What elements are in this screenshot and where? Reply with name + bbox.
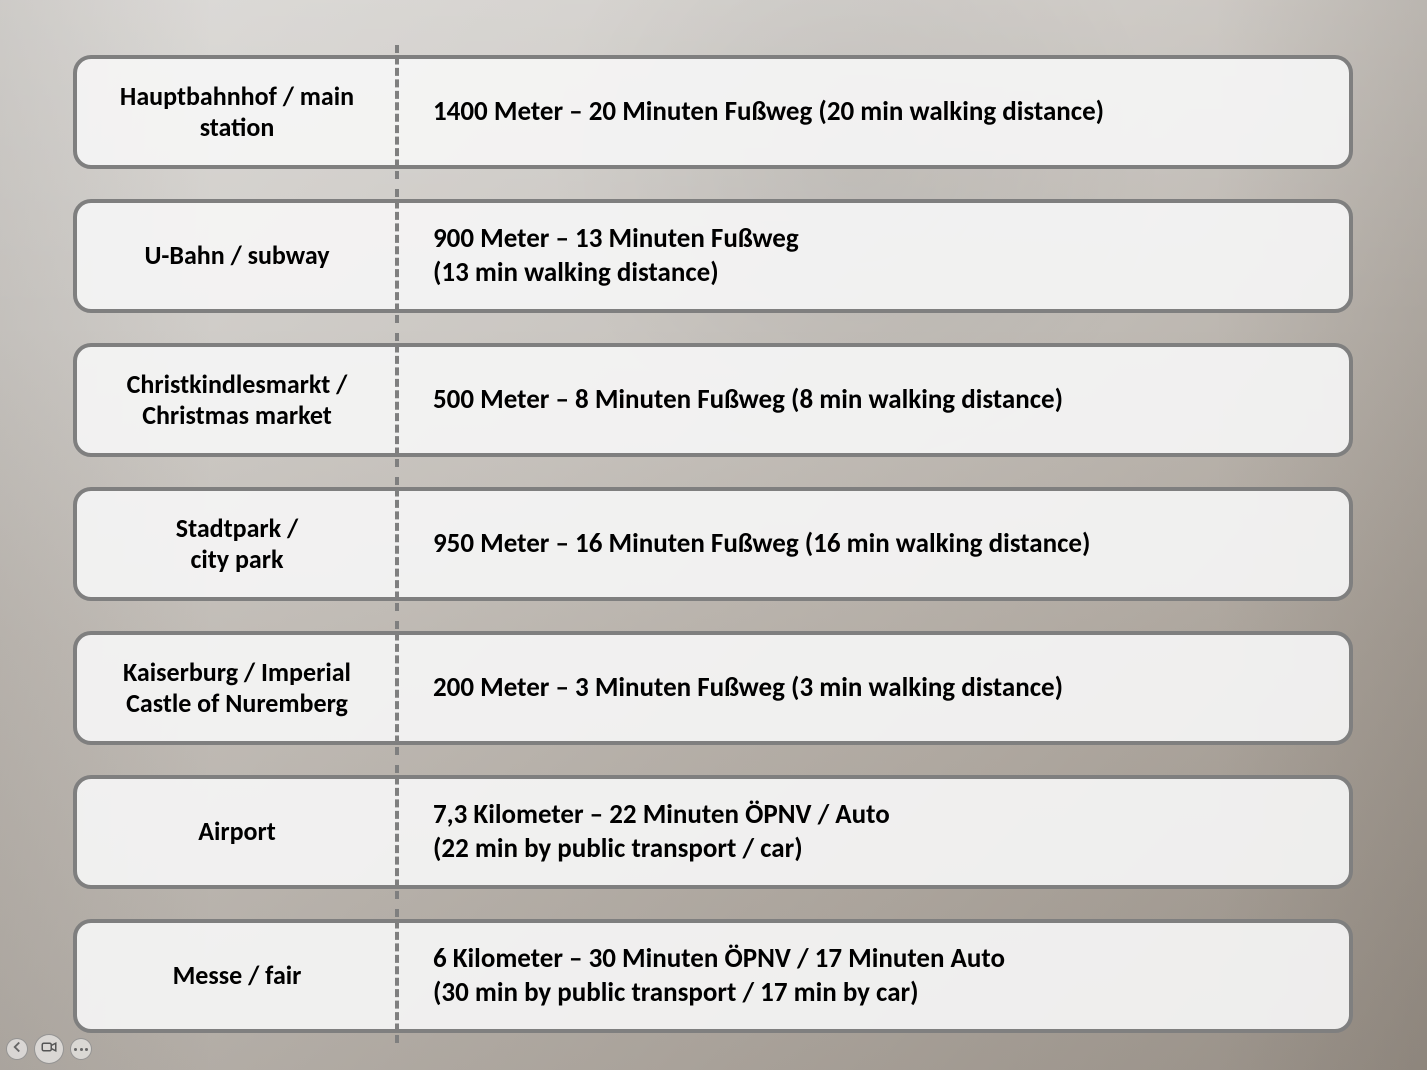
distance-cell: 7,3 Kilometer – 22 Minuten ÖPNV / Auto(2… [397,779,1349,885]
distance-cell: 900 Meter – 13 Minuten Fußweg(13 min wal… [397,203,1349,309]
table-row: Hauptbahnhof / main station 1400 Meter –… [73,55,1353,169]
distance-label: 200 Meter – 3 Minuten Fußweg (3 min walk… [433,671,1063,705]
location-label: Hauptbahnhof / main station [91,81,383,143]
location-cell: Stadtpark /city park [77,491,397,597]
chevron-left-icon [8,1038,26,1061]
distance-cell: 500 Meter – 8 Minuten Fußweg (8 min walk… [397,347,1349,453]
location-cell: Christkindlesmarkt / Christmas market [77,347,397,453]
distance-cell: 1400 Meter – 20 Minuten Fußweg (20 min w… [397,59,1349,165]
distance-table: Hauptbahnhof / main station 1400 Meter –… [73,55,1353,1033]
distance-label: 950 Meter – 16 Minuten Fußweg (16 min wa… [433,527,1090,561]
table-row: Kaiserburg / Imperial Castle of Nurember… [73,631,1353,745]
location-cell: Kaiserburg / Imperial Castle of Nurember… [77,635,397,741]
distance-cell: 950 Meter – 16 Minuten Fußweg (16 min wa… [397,491,1349,597]
location-label: Stadtpark /city park [176,513,298,575]
video-button[interactable] [34,1034,64,1064]
distance-label: 900 Meter – 13 Minuten Fußweg(13 min wal… [433,222,799,290]
more-horizontal-icon [74,1048,88,1051]
prev-button[interactable] [6,1038,28,1060]
viewer-controls [6,1034,92,1064]
table-row: Christkindlesmarkt / Christmas market 50… [73,343,1353,457]
location-cell: Messe / fair [77,923,397,1029]
location-label: Airport [198,816,276,847]
distance-label: 6 Kilometer – 30 Minuten ÖPNV / 17 Minut… [433,942,1005,1010]
location-label: Messe / fair [173,960,302,991]
table-row: Messe / fair 6 Kilometer – 30 Minuten ÖP… [73,919,1353,1033]
location-cell: Airport [77,779,397,885]
location-label: Christkindlesmarkt / Christmas market [91,369,383,431]
table-row: U-Bahn / subway 900 Meter – 13 Minuten F… [73,199,1353,313]
location-cell: U-Bahn / subway [77,203,397,309]
distance-label: 1400 Meter – 20 Minuten Fußweg (20 min w… [433,95,1104,129]
table-row: Stadtpark /city park 950 Meter – 16 Minu… [73,487,1353,601]
table-row: Airport 7,3 Kilometer – 22 Minuten ÖPNV … [73,775,1353,889]
more-button[interactable] [70,1038,92,1060]
distance-label: 500 Meter – 8 Minuten Fußweg (8 min walk… [433,383,1063,417]
video-camera-icon [40,1038,58,1061]
distance-cell: 200 Meter – 3 Minuten Fußweg (3 min walk… [397,635,1349,741]
location-label: U-Bahn / subway [144,240,329,271]
location-label: Kaiserburg / Imperial Castle of Nurember… [91,657,383,719]
location-cell: Hauptbahnhof / main station [77,59,397,165]
distance-label: 7,3 Kilometer – 22 Minuten ÖPNV / Auto(2… [433,798,890,866]
distance-cell: 6 Kilometer – 30 Minuten ÖPNV / 17 Minut… [397,923,1349,1029]
